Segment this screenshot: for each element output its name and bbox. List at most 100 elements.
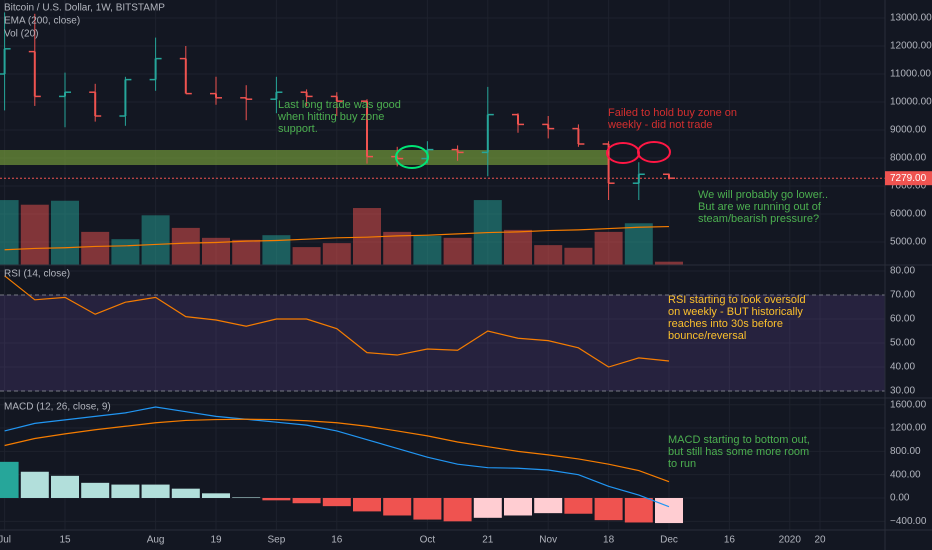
histogram-bar	[20, 471, 49, 498]
x-tick-label: Sep	[268, 535, 286, 546]
price-tag	[885, 171, 932, 186]
y-tick-label: 11000.00	[890, 69, 931, 80]
candle-body	[94, 92, 97, 117]
y-tick-label: 6000.00	[890, 209, 927, 220]
annotation: MACD starting to bottom out,	[668, 434, 810, 446]
indicator-label: EMA (200, close)	[4, 16, 80, 27]
y-tick-label: 70.00	[890, 290, 915, 301]
rsi-band	[0, 295, 885, 392]
annotation: support.	[278, 123, 318, 135]
annotation: weekly - did not trade	[607, 119, 713, 131]
volume-bar	[413, 235, 442, 265]
marks	[0, 12, 885, 524]
candle-body	[124, 79, 127, 117]
x-tick-label: 16	[724, 535, 736, 546]
histogram-bar	[292, 497, 321, 504]
histogram-bar	[0, 461, 19, 498]
volume-bar	[655, 261, 683, 265]
candle-body	[456, 149, 459, 153]
volume-bar	[383, 231, 412, 265]
annotation: on weekly - BUT historically	[668, 306, 803, 318]
indicator-label: Vol (20)	[4, 29, 38, 40]
annotation: Last long trade was good	[278, 99, 401, 111]
y-tick-label: 13000.00	[890, 13, 932, 24]
grid	[0, 0, 885, 530]
buy-zone	[0, 150, 608, 165]
chart-title: Bitcoin / U.S. Dollar, 1W, BITSTAMP	[4, 3, 165, 14]
x-tick-label: 18	[603, 535, 615, 546]
candle-body	[396, 156, 399, 159]
annotation: steam/bearish pressure?	[698, 213, 819, 225]
circle-marker	[395, 145, 429, 169]
candle-body	[275, 92, 278, 100]
y-tick-label: 12000.00	[890, 41, 932, 52]
annotation: We will probably go lower..	[698, 189, 828, 201]
y-tick-label: −400.00	[890, 516, 927, 527]
x-tick-label: Oct	[420, 535, 436, 546]
histogram-bar	[564, 497, 593, 514]
pane-title: MACD (12, 26, close, 9)	[4, 402, 111, 413]
histogram-bar	[473, 497, 502, 518]
y-tick-label: 30.00	[890, 386, 915, 397]
y-tick-label: 80.00	[890, 266, 915, 277]
y-tick-label: 7000.00	[890, 181, 927, 192]
pane-title: RSI (14, close)	[4, 269, 70, 280]
histogram-bar	[624, 497, 653, 523]
volume-bar	[564, 247, 593, 265]
x-tick-label: 21	[482, 535, 494, 546]
y-tick-label: 50.00	[890, 338, 915, 349]
y-tick-label: 9000.00	[890, 125, 927, 136]
x-tick-label: Nov	[539, 535, 557, 546]
volume-ma-line	[4, 225, 670, 251]
y-tick-label: 5000.00	[890, 237, 927, 248]
histogram-bar	[81, 482, 110, 498]
macd-line	[4, 418, 670, 483]
candle-body	[335, 96, 338, 102]
histogram-bar	[413, 497, 442, 520]
candle-body	[547, 124, 550, 129]
volume-bar	[51, 200, 79, 265]
candle-body	[517, 114, 519, 125]
y-tick-label: 8000.00	[890, 153, 927, 164]
annotation: reaches into 30s before	[668, 318, 783, 330]
candle-body	[184, 58, 187, 94]
histogram-bar	[111, 484, 140, 498]
volume-bar	[0, 200, 19, 265]
annotation: RSI starting to look oversold	[668, 294, 806, 306]
candle-body	[577, 128, 580, 145]
circle-marker	[637, 141, 671, 163]
y-tick-label: 1200.00	[890, 423, 927, 434]
candle-body	[486, 114, 489, 153]
candle-body	[366, 101, 368, 157]
macd-line	[4, 406, 670, 508]
histogram-bar	[202, 493, 230, 498]
histogram-bar	[232, 497, 261, 498]
x-tick-label: 16	[331, 535, 343, 546]
histogram-bar	[171, 488, 200, 498]
y-tick-label: 10000.00	[890, 97, 932, 108]
y-tick-label: 400.00	[890, 469, 921, 480]
volume-bar	[504, 229, 532, 265]
annotation: when hitting buy zone	[277, 111, 384, 123]
candle-body	[305, 92, 308, 97]
volume-bar	[594, 231, 623, 265]
annotation: but still has some more room	[668, 446, 809, 458]
y-tick-label: 1600.00	[890, 399, 927, 410]
y-tick-label: 40.00	[890, 362, 915, 373]
histogram-bar	[655, 497, 683, 524]
candle-body	[154, 58, 157, 80]
volume-bar	[292, 247, 321, 265]
x-tick-label: 20	[814, 535, 826, 546]
rsi-line	[4, 275, 670, 368]
histogram-bar	[353, 497, 381, 512]
candle-body	[668, 174, 670, 179]
volume-bar	[141, 215, 170, 265]
annotation: Failed to hold buy zone on	[608, 107, 737, 119]
x-tick-label: Dec	[660, 535, 678, 546]
histogram-bar	[443, 497, 472, 522]
x-tick-label: Jul	[0, 535, 11, 546]
histogram-bar	[322, 497, 351, 507]
volume-bar	[443, 237, 472, 265]
